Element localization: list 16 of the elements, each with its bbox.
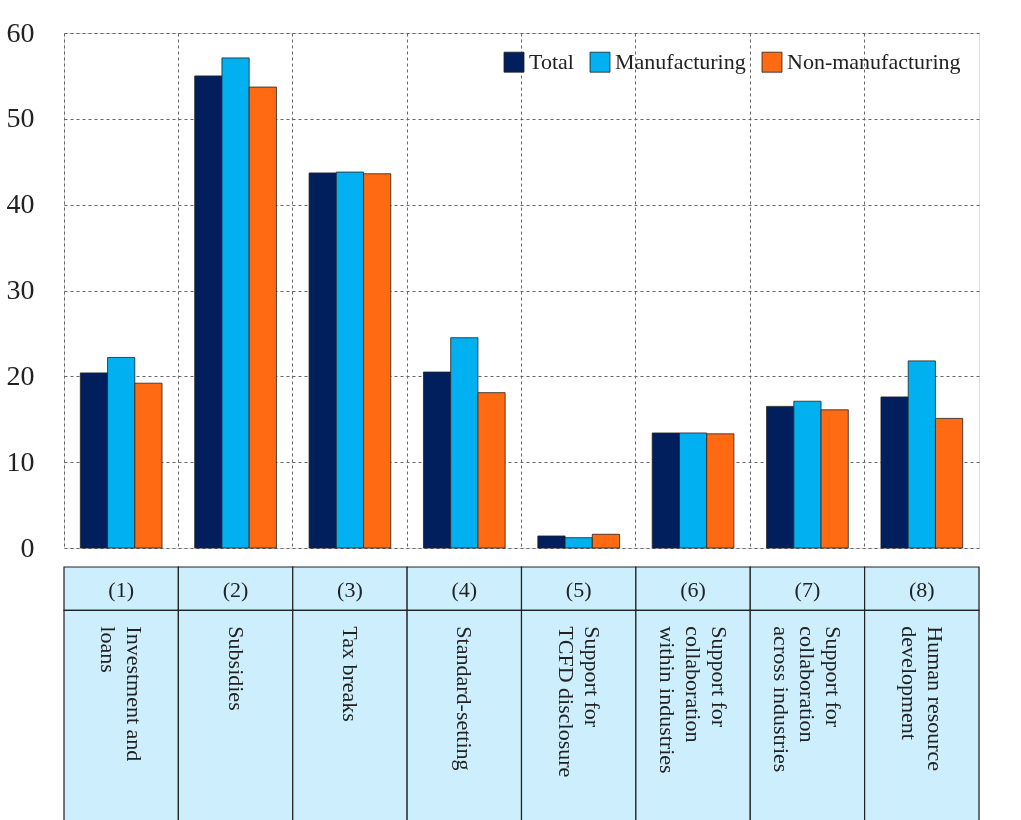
- category-label: (1) Investment and loans: [96, 577, 148, 762]
- legend-label: Total: [529, 49, 574, 75]
- y-tick-label: 0: [20, 531, 35, 563]
- category-label: (2) Subsidies: [222, 577, 249, 711]
- category-label: (3) Tax breaks: [337, 577, 363, 722]
- y-tick-label: 10: [6, 445, 35, 477]
- category-label: (4) Standard-setting: [451, 577, 478, 771]
- category-label: (6) Support for collaboration within industries: [655, 577, 733, 774]
- y-tick-label: 40: [6, 188, 35, 220]
- y-tick-label: 30: [6, 274, 35, 305]
- legend-label: Non-manufacturing: [787, 49, 961, 75]
- y-tick-label: 60: [6, 16, 35, 48]
- category-label: (5) Support for TCFD disclosure: [553, 577, 605, 778]
- y-tick-label: 20: [6, 359, 35, 391]
- legend-label: Manufacturing: [615, 49, 746, 75]
- y-tick-label: 50: [6, 102, 35, 134]
